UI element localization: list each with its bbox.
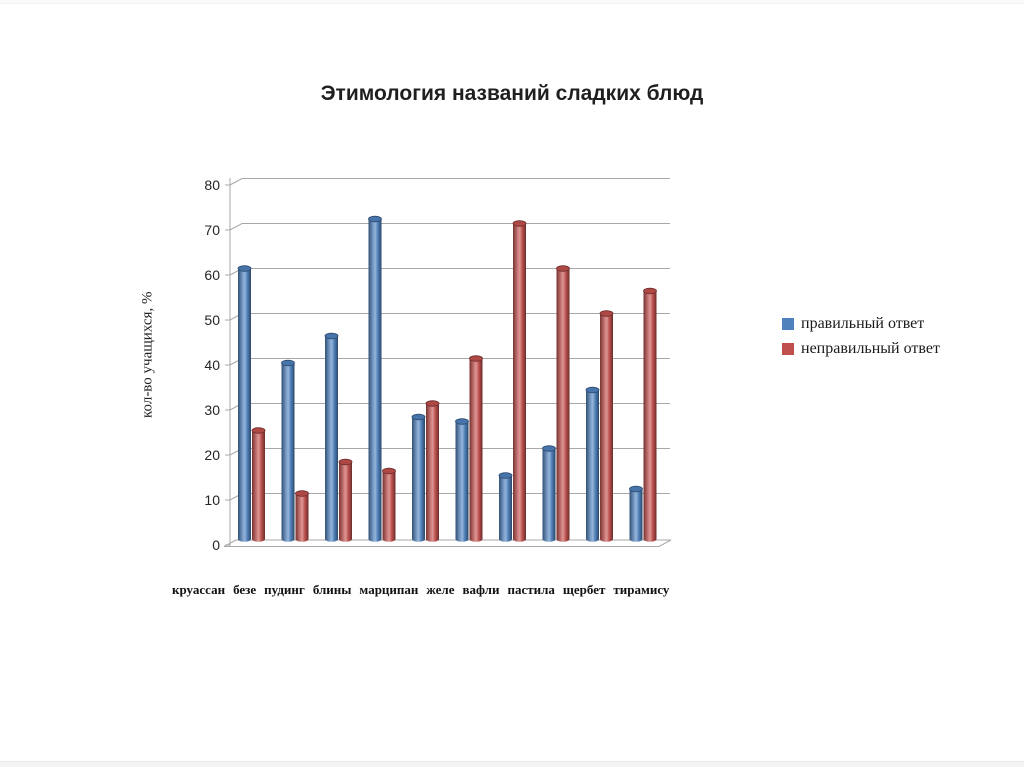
- bar-блины-incorrect: [382, 467, 396, 542]
- category-label: щербет: [562, 582, 606, 597]
- legend-swatch-red-icon: [782, 343, 794, 355]
- slide-bottom-border: [0, 761, 1024, 767]
- bar-вафли-incorrect: [512, 220, 527, 542]
- bar-щербет-correct: [585, 386, 600, 542]
- category-label: вафли: [462, 582, 500, 597]
- category-label: марципан: [359, 582, 419, 597]
- category-label: безе: [233, 582, 257, 597]
- bar-вафли-correct: [498, 472, 513, 542]
- legend-label-correct: правильный ответ: [801, 315, 925, 332]
- category-label: пастила: [507, 582, 555, 597]
- bar-пастила-incorrect: [556, 265, 570, 542]
- legend-item-correct: правильный ответ: [782, 316, 940, 332]
- bar-щербет-incorrect: [599, 310, 614, 542]
- y-tick-label: 10: [204, 492, 220, 508]
- legend-item-incorrect: неправильный ответ: [782, 341, 940, 357]
- chart-floor: [223, 539, 672, 547]
- bar-пудинг-incorrect: [338, 458, 353, 542]
- gridline: [229, 223, 670, 231]
- legend-swatch-blue-icon: [782, 318, 794, 330]
- y-axis-label: кол-во учащихся, %: [139, 291, 156, 419]
- bar-круассан-incorrect: [251, 427, 266, 542]
- bar-блины-correct: [368, 215, 382, 542]
- y-tick-label: 30: [204, 402, 220, 418]
- bar-безе-correct: [281, 359, 295, 542]
- slide-top-border: [0, 0, 1024, 4]
- category-label: тирамису: [613, 582, 670, 597]
- bar-пастила-correct: [542, 445, 556, 542]
- bar-марципан-incorrect: [425, 400, 440, 542]
- gridline: [229, 268, 670, 276]
- y-tick-label: 40: [204, 357, 220, 373]
- y-tick-label: 70: [204, 222, 220, 238]
- bar-тирамису-correct: [629, 485, 643, 542]
- y-tick-label: 0: [212, 537, 220, 553]
- category-label: блины: [312, 582, 352, 597]
- legend-label-incorrect: неправильный ответ: [801, 340, 940, 357]
- bar-желе-correct: [455, 418, 469, 542]
- bar-безе-incorrect: [295, 490, 309, 542]
- legend: правильный ответ неправильный ответ: [782, 316, 940, 357]
- bar-круассан-correct: [237, 265, 252, 542]
- y-tick-label: 20: [204, 447, 220, 463]
- y-tick-label: 60: [204, 267, 220, 283]
- bar-марципан-correct: [411, 413, 426, 542]
- bar-тирамису-incorrect: [643, 287, 657, 542]
- bar-желе-incorrect: [469, 355, 483, 542]
- y-tick-label: 80: [204, 177, 220, 193]
- category-label: пудинг: [264, 582, 305, 597]
- x-axis-category-labels: круассан безе пудинг блины марципан желе вафли…: [172, 582, 669, 598]
- bar-пудинг-correct: [324, 332, 339, 542]
- chart-title: Этимология названий сладких блюд: [320, 82, 704, 105]
- gridline: [229, 178, 670, 186]
- category-label: круассан: [172, 582, 226, 597]
- y-tick-label: 50: [204, 312, 220, 328]
- category-label: желе: [426, 582, 455, 597]
